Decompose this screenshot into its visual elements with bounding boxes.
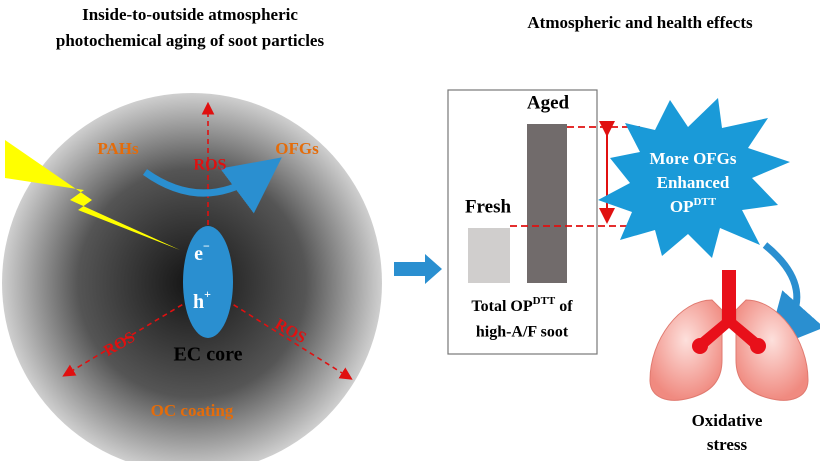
electron-sup: − <box>203 239 210 253</box>
conversion-arrow <box>142 157 282 214</box>
caption-line: Total OPDTT of <box>471 295 573 315</box>
oc-coating-label: OC coating <box>151 401 234 420</box>
outcome-text: stress <box>707 435 748 454</box>
ec-core-label: EC core <box>173 344 242 366</box>
aged-label: Aged <box>527 92 570 113</box>
left-title: photochemical aging of soot particles <box>56 31 325 50</box>
electron-text: e <box>194 243 203 265</box>
ros-arrows <box>62 101 353 380</box>
star-text: OP <box>670 197 694 216</box>
pahs-label: PAHs <box>97 139 139 158</box>
electron-label: e− <box>194 239 210 265</box>
outcome-text: Oxidative <box>692 411 763 430</box>
aged-bar <box>527 124 567 283</box>
star-text: More OFGs <box>649 149 736 168</box>
star-line: OPDTT <box>670 196 717 216</box>
fresh-bar <box>468 228 510 283</box>
ros-label: ROS <box>194 157 227 174</box>
left-title: Inside-to-outside atmospheric <box>82 5 298 24</box>
hole-sup: + <box>204 287 211 301</box>
lungs <box>649 270 809 401</box>
star-sup: DTT <box>693 196 716 208</box>
bar-panel <box>447 89 598 355</box>
ec-core-shape <box>183 226 233 338</box>
hole-label: h+ <box>193 287 211 313</box>
effect-star <box>598 98 790 258</box>
flow-arrow <box>394 254 442 284</box>
caption-line: high-A/F soot <box>476 324 569 341</box>
ofgs-label: OFGs <box>275 139 319 158</box>
fresh-label: Fresh <box>465 196 512 217</box>
right-title: Atmospheric and health effects <box>527 13 753 32</box>
caption-text: Total OP <box>471 298 532 315</box>
star-text: Enhanced <box>657 173 730 192</box>
hole-text: h <box>193 291 204 313</box>
caption-sup: DTT <box>533 295 556 307</box>
caption-text: of <box>559 298 573 315</box>
